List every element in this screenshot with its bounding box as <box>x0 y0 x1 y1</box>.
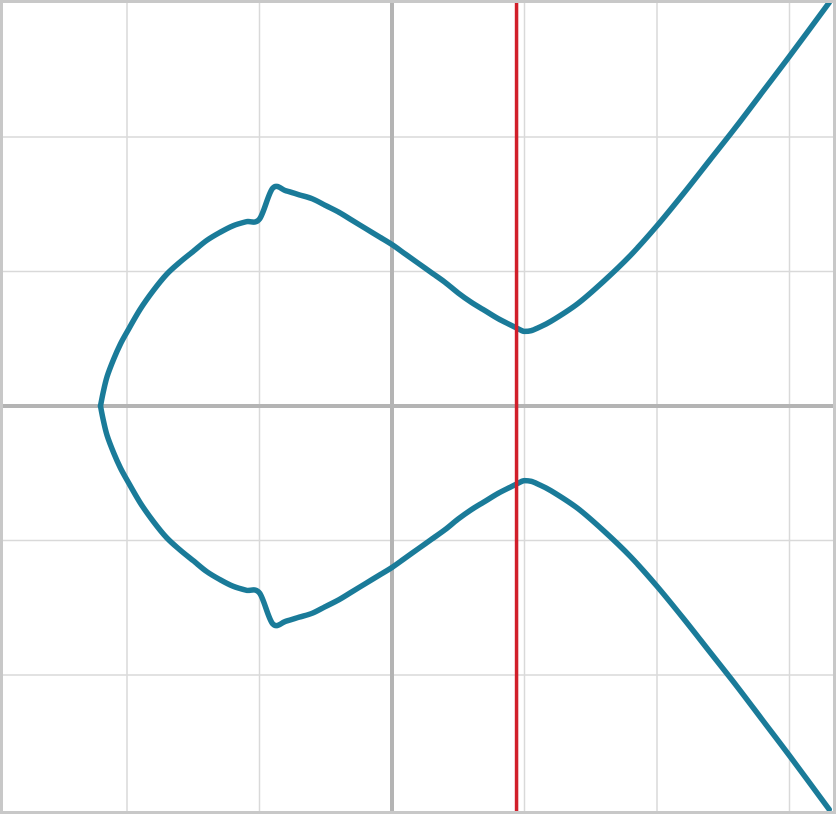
curve-lower-loop <box>97 403 525 629</box>
curve-right-branch-lower <box>519 477 832 813</box>
curve-upper-loop <box>97 183 525 409</box>
series <box>97 0 832 813</box>
curve-right-branch <box>519 0 832 335</box>
